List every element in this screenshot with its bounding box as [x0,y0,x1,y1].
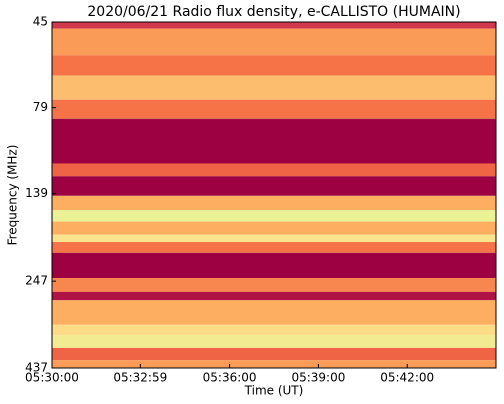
heatmap-band [52,335,496,348]
heatmap-band [52,278,496,292]
heatmap-band [52,210,496,222]
heatmap-band [52,195,496,211]
heatmap-band [52,99,496,119]
heatmap-band [52,22,496,29]
x-tick-label: 05:30:00 [25,371,79,385]
plot-frame [51,21,497,369]
y-tick-label: 437 [25,361,48,375]
heatmap-band [52,221,496,235]
heatmap-band [52,118,496,164]
heatmap-band [52,360,496,368]
plot-area [52,22,496,368]
heatmap-band [52,28,496,56]
heatmap-band [52,291,496,301]
heatmap-band [52,75,496,100]
heatmap-band [52,347,496,361]
y-axis-label: Frequency (MHz) [6,145,20,246]
heatmap-band [52,252,496,279]
y-tick-label: 45 [33,15,48,29]
heatmap-band [52,55,496,76]
chart-title: 2020/06/21 Radio flux density, e-CALLIST… [87,4,460,20]
y-tick-label: 139 [25,186,48,200]
x-tick-label: 05:42:00 [380,371,434,385]
heatmap-band [52,176,496,196]
y-tick-label: 247 [25,274,48,288]
heatmap-band [52,300,496,325]
y-tick-label: 79 [33,100,48,114]
x-tick-label: 05:39:00 [291,371,345,385]
heatmap-band [52,234,496,243]
heatmap-band [52,242,496,253]
heatmap-band [52,163,496,177]
x-axis-label: Time (UT) [244,384,304,398]
heatmap-band [52,324,496,336]
x-tick-label: 05:32:59 [113,371,167,385]
x-tick-label: 05:36:00 [203,371,257,385]
